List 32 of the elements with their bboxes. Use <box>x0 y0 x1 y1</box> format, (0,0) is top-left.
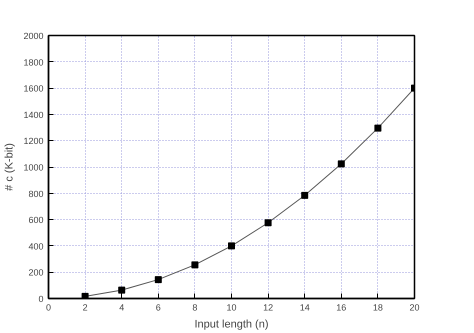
x-tick-label: 10 <box>226 302 237 312</box>
x-tick-label: 14 <box>300 302 310 312</box>
x-tick-label: 20 <box>409 302 420 312</box>
point <box>191 261 198 268</box>
point <box>338 160 345 168</box>
point <box>374 124 382 132</box>
y-tick-label: 2000 <box>23 31 44 41</box>
point <box>154 276 162 284</box>
y-tick-label: 1800 <box>23 57 44 68</box>
y-tick-label: 1600 <box>23 84 44 94</box>
x-tick-label: 8 <box>192 302 198 312</box>
x-tick-label: 12 <box>263 302 274 312</box>
point <box>264 219 272 226</box>
y-tick-label: 400 <box>28 241 44 252</box>
y-tick-label: 1400 <box>23 110 44 120</box>
x-tick-label: 18 <box>372 302 383 312</box>
x-tick-label: 2 <box>82 302 88 312</box>
x-tick-label: 6 <box>156 302 161 312</box>
x-tick-label: 16 <box>336 302 346 312</box>
y-axis-title: # c (K-bit) <box>3 143 16 191</box>
y-tick-label: 0 <box>38 294 44 304</box>
y-tick-label: 800 <box>28 188 44 199</box>
x-tick-label: 0 <box>46 302 52 312</box>
y-tick-label: 1200 <box>23 136 44 146</box>
y-tick-label: 600 <box>28 215 44 226</box>
y-tick-label: 1000 <box>23 162 44 172</box>
y-tick-label: 200 <box>28 268 44 278</box>
x-axis-title: Input length (n) <box>194 318 269 330</box>
x-tick-label: 4 <box>119 302 124 312</box>
point <box>118 286 126 294</box>
point <box>228 242 235 250</box>
point <box>301 192 308 199</box>
